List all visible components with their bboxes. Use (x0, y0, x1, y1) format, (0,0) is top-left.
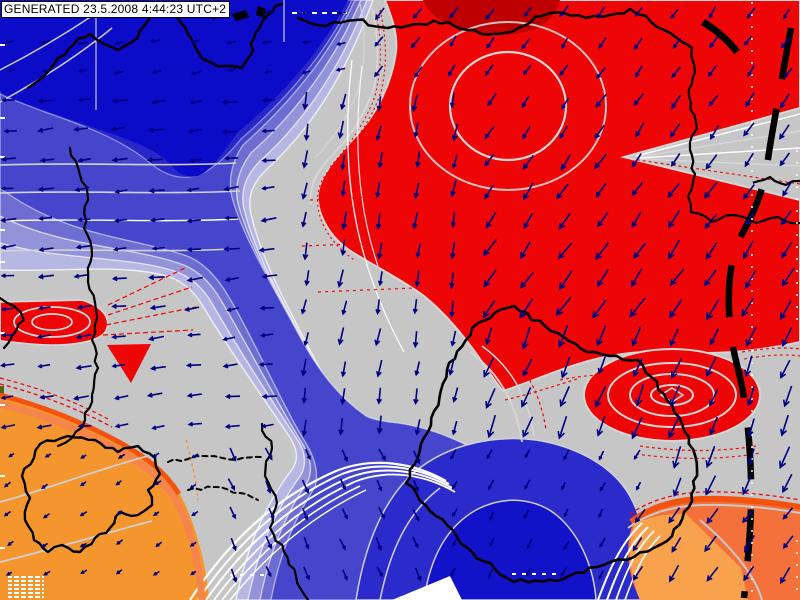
country-border (164, 2, 284, 70)
warm-ring-1 (448, 50, 568, 162)
region-warm-wedge-west (107, 344, 151, 383)
country-border (689, 210, 800, 225)
country-border (56, 146, 100, 448)
region-cold-core-northwest (0, 0, 348, 177)
front-line-segment (701, 19, 740, 55)
lake-hatch (8, 575, 44, 598)
wind-vectors-layer (0, 4, 795, 585)
region-orange-southeast-light (630, 513, 748, 600)
country-border (0, 296, 26, 350)
wind-arrows (0, 4, 795, 585)
country-border (26, 0, 162, 90)
country-border (404, 304, 699, 584)
region-white-notch (392, 576, 462, 600)
country-border (296, 7, 694, 50)
warm-ring-2 (409, 21, 607, 191)
generated-timestamp-label: GENERATED 23.5.2008 4:44:23 UTC+2 (1, 1, 231, 18)
front-line-main (725, 27, 795, 599)
country-border (187, 485, 259, 501)
country-border (167, 455, 263, 463)
region-cold-core-bottom (423, 499, 597, 600)
front-line (701, 19, 795, 599)
country-border (686, 46, 698, 214)
